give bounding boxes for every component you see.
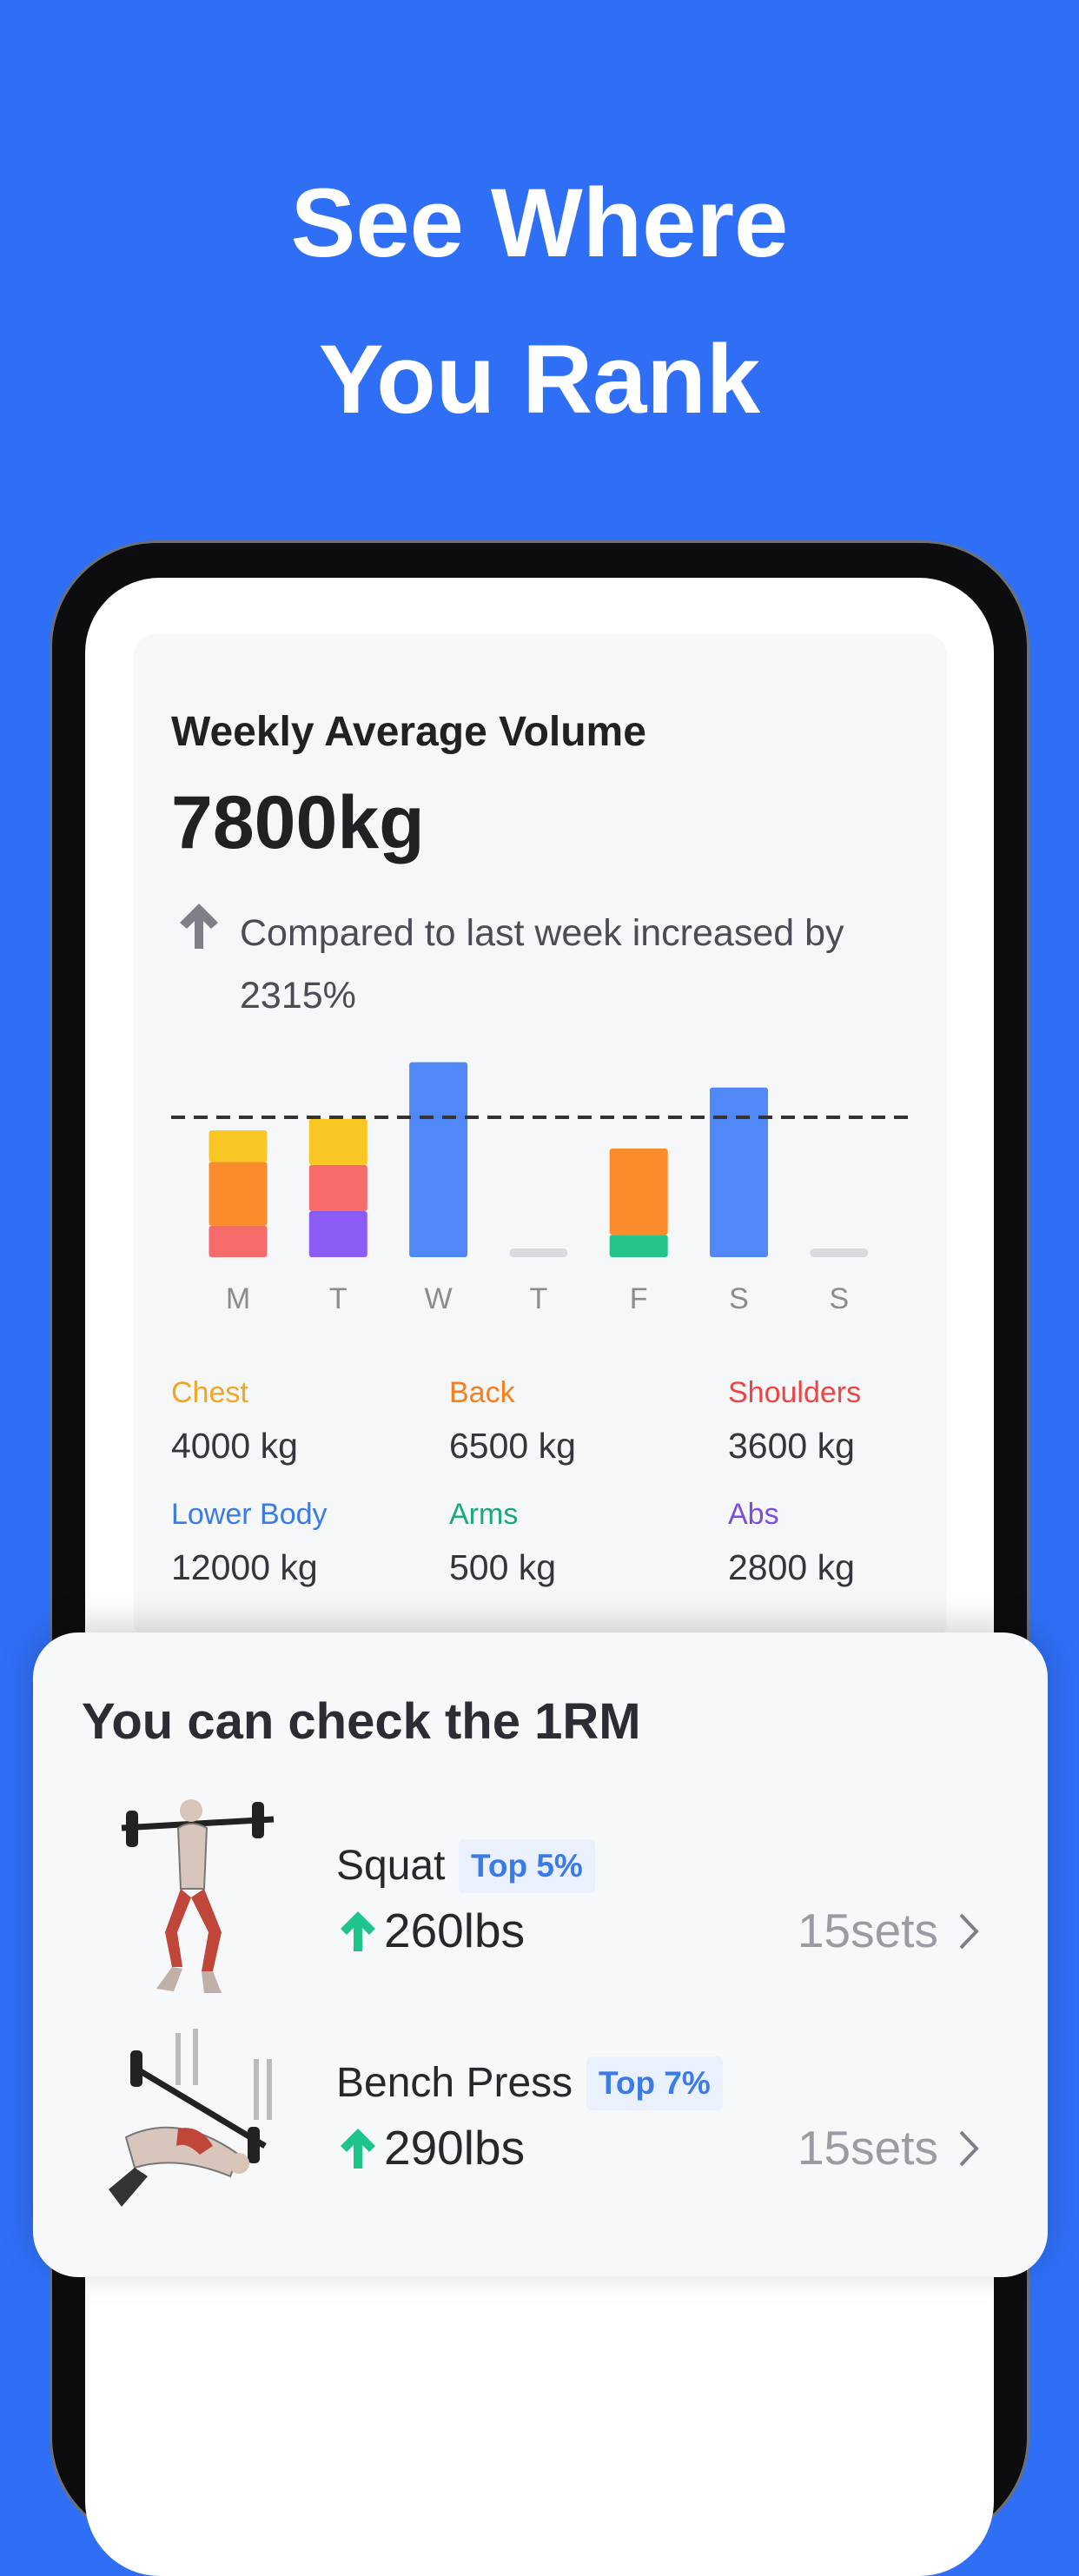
- day-label: F: [630, 1282, 648, 1315]
- day-label: T: [329, 1282, 348, 1315]
- legend-value: 4000 kg: [171, 1426, 298, 1466]
- legend-value: 2800 kg: [728, 1547, 855, 1587]
- bar-segment: [209, 1225, 268, 1257]
- bench-illustration: [109, 2029, 272, 2207]
- sets: 15sets: [797, 2121, 938, 2175]
- one-rm-card: [33, 1632, 1048, 2277]
- volume-card: [134, 634, 947, 1642]
- bar-segment: [209, 1162, 268, 1226]
- exercise-name: Bench Press: [336, 2060, 573, 2106]
- legend-value: 6500 kg: [449, 1426, 576, 1466]
- legend-name: Abs: [728, 1498, 779, 1531]
- bar-segment: [308, 1210, 367, 1257]
- legend-value: 500 kg: [449, 1547, 557, 1587]
- bar-segment: [609, 1235, 668, 1257]
- day-label: M: [226, 1282, 250, 1315]
- day-label: W: [425, 1282, 453, 1315]
- bar-segment: [710, 1087, 768, 1257]
- bar-segment: [209, 1130, 268, 1162]
- legend-name: Back: [449, 1376, 515, 1409]
- card-title: Weekly Average Volume: [171, 709, 646, 755]
- weight: 260lbs: [384, 1904, 526, 1957]
- bar-segment: [409, 1062, 468, 1257]
- legend-name: Arms: [449, 1498, 519, 1531]
- up-arrow-icon: [180, 904, 218, 949]
- legend-name: Shoulders: [728, 1376, 862, 1409]
- legend-value: 3600 kg: [728, 1426, 855, 1466]
- comparison-text: Compared to last week increased by 2315%: [240, 912, 844, 1016]
- headline-line: See Where: [290, 169, 789, 277]
- chevron-shape: [959, 1913, 979, 1950]
- rank-badge: Top 5%: [459, 1839, 595, 1893]
- increase-arrow: [341, 1911, 375, 1951]
- empty-day-stub: [810, 1248, 869, 1257]
- chevron[interactable]: [956, 1910, 982, 1953]
- total-volume: 7800kg: [171, 781, 425, 864]
- card-title: You can check the 1RM: [82, 1693, 641, 1750]
- day-label: S: [829, 1282, 849, 1315]
- page: See Where You Rank Weekly Average Volume…: [33, 169, 1048, 2576]
- weight: 290lbs: [384, 2121, 526, 2175]
- chevron[interactable]: [956, 2127, 982, 2170]
- sets: 15sets: [797, 1904, 938, 1957]
- legend-name: Chest: [171, 1376, 248, 1409]
- bar-segment: [609, 1148, 668, 1235]
- day-label: S: [729, 1282, 749, 1315]
- bar-segment: [308, 1164, 367, 1211]
- empty-day-stub: [509, 1248, 568, 1257]
- squat-illustration: [121, 1799, 275, 1993]
- rank-badge: Top 7%: [586, 2056, 723, 2110]
- arrow-shape: [341, 1911, 375, 1951]
- exercise-name: Squat: [336, 1843, 446, 1889]
- increase-arrow: [341, 2129, 375, 2169]
- legend-value: 12000 kg: [171, 1547, 318, 1587]
- legend-name: Lower Body: [171, 1498, 328, 1531]
- day-label: T: [530, 1282, 548, 1315]
- bar-segment: [308, 1118, 367, 1165]
- headline-line: You Rank: [318, 325, 761, 434]
- arrow-shape: [341, 2129, 375, 2169]
- chevron-shape: [959, 2130, 979, 2167]
